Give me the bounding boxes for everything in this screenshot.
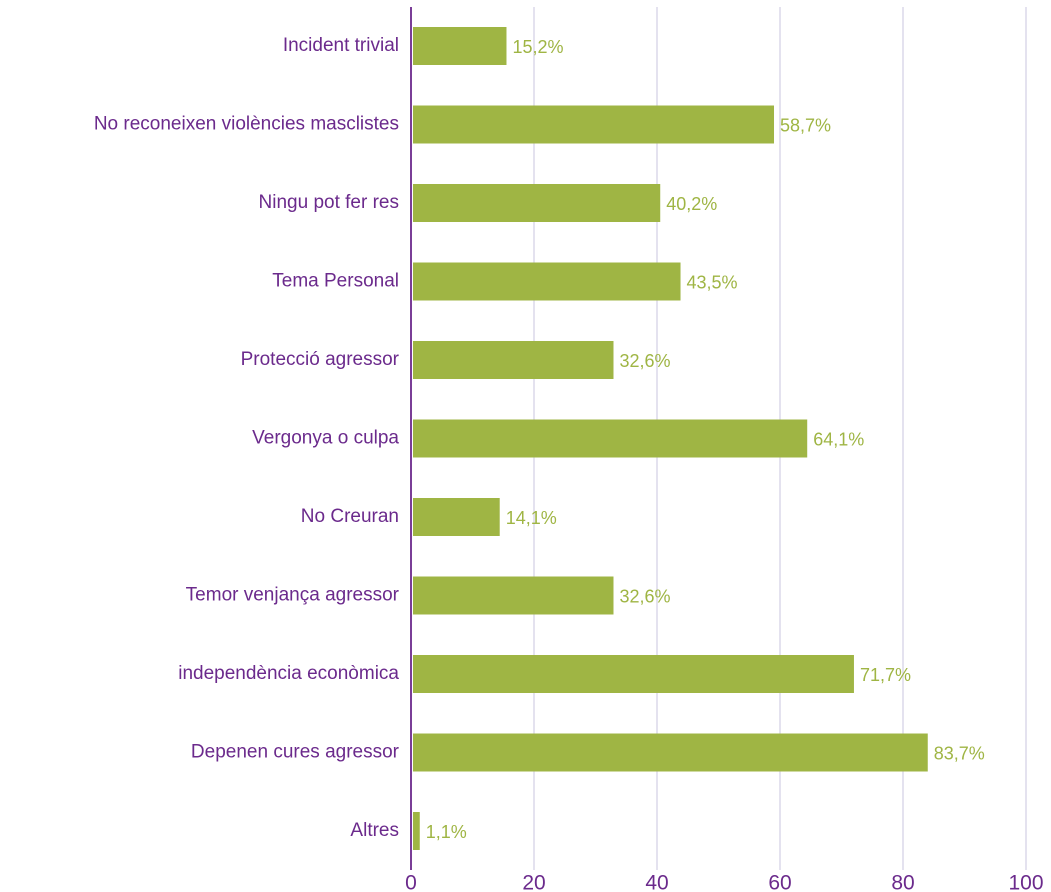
value-label: 64,1% (813, 429, 864, 449)
value-label: 14,1% (506, 508, 557, 528)
value-label: 15,2% (512, 37, 563, 57)
x-tick-label: 20 (522, 872, 545, 892)
bar (413, 341, 614, 379)
y-tick-label: Temor venjança agressor (186, 585, 400, 606)
value-label: 32,6% (619, 586, 670, 606)
bar (413, 262, 681, 301)
value-label: 43,5% (687, 272, 738, 292)
x-tick-label: 80 (891, 872, 914, 892)
y-tick-label: Vergonya o culpa (252, 428, 399, 449)
bar (413, 576, 614, 615)
y-tick-label: Ningu pot fer res (259, 192, 399, 213)
bar (413, 498, 500, 536)
bar (413, 812, 420, 850)
bar (413, 27, 507, 65)
x-tick-label: 40 (645, 872, 668, 892)
y-tick-label: independència econòmica (178, 663, 399, 684)
y-tick-label: Depenen cures agressor (191, 742, 400, 763)
x-tick-label: 60 (768, 872, 791, 892)
bar (413, 184, 661, 222)
y-tick-label: No reconeixen violències masclistes (94, 114, 399, 135)
x-tick-label: 100 (1008, 872, 1043, 892)
bar (413, 655, 854, 693)
value-label: 83,7% (934, 743, 985, 763)
value-label: 1,1% (426, 822, 467, 842)
value-label: 71,7% (860, 665, 911, 685)
bar (413, 105, 775, 144)
y-tick-label: Tema Personal (272, 271, 399, 292)
value-label: 58,7% (780, 115, 831, 135)
bar (413, 419, 808, 458)
y-tick-label: Altres (350, 820, 399, 841)
value-label: 32,6% (619, 351, 670, 371)
bar (413, 733, 928, 772)
y-tick-label: Incident trivial (283, 35, 399, 56)
x-tick-label: 0 (405, 872, 417, 892)
y-tick-label: No Creuran (301, 506, 399, 527)
y-tick-label: Protecció agressor (241, 349, 400, 370)
value-label: 40,2% (666, 194, 717, 214)
